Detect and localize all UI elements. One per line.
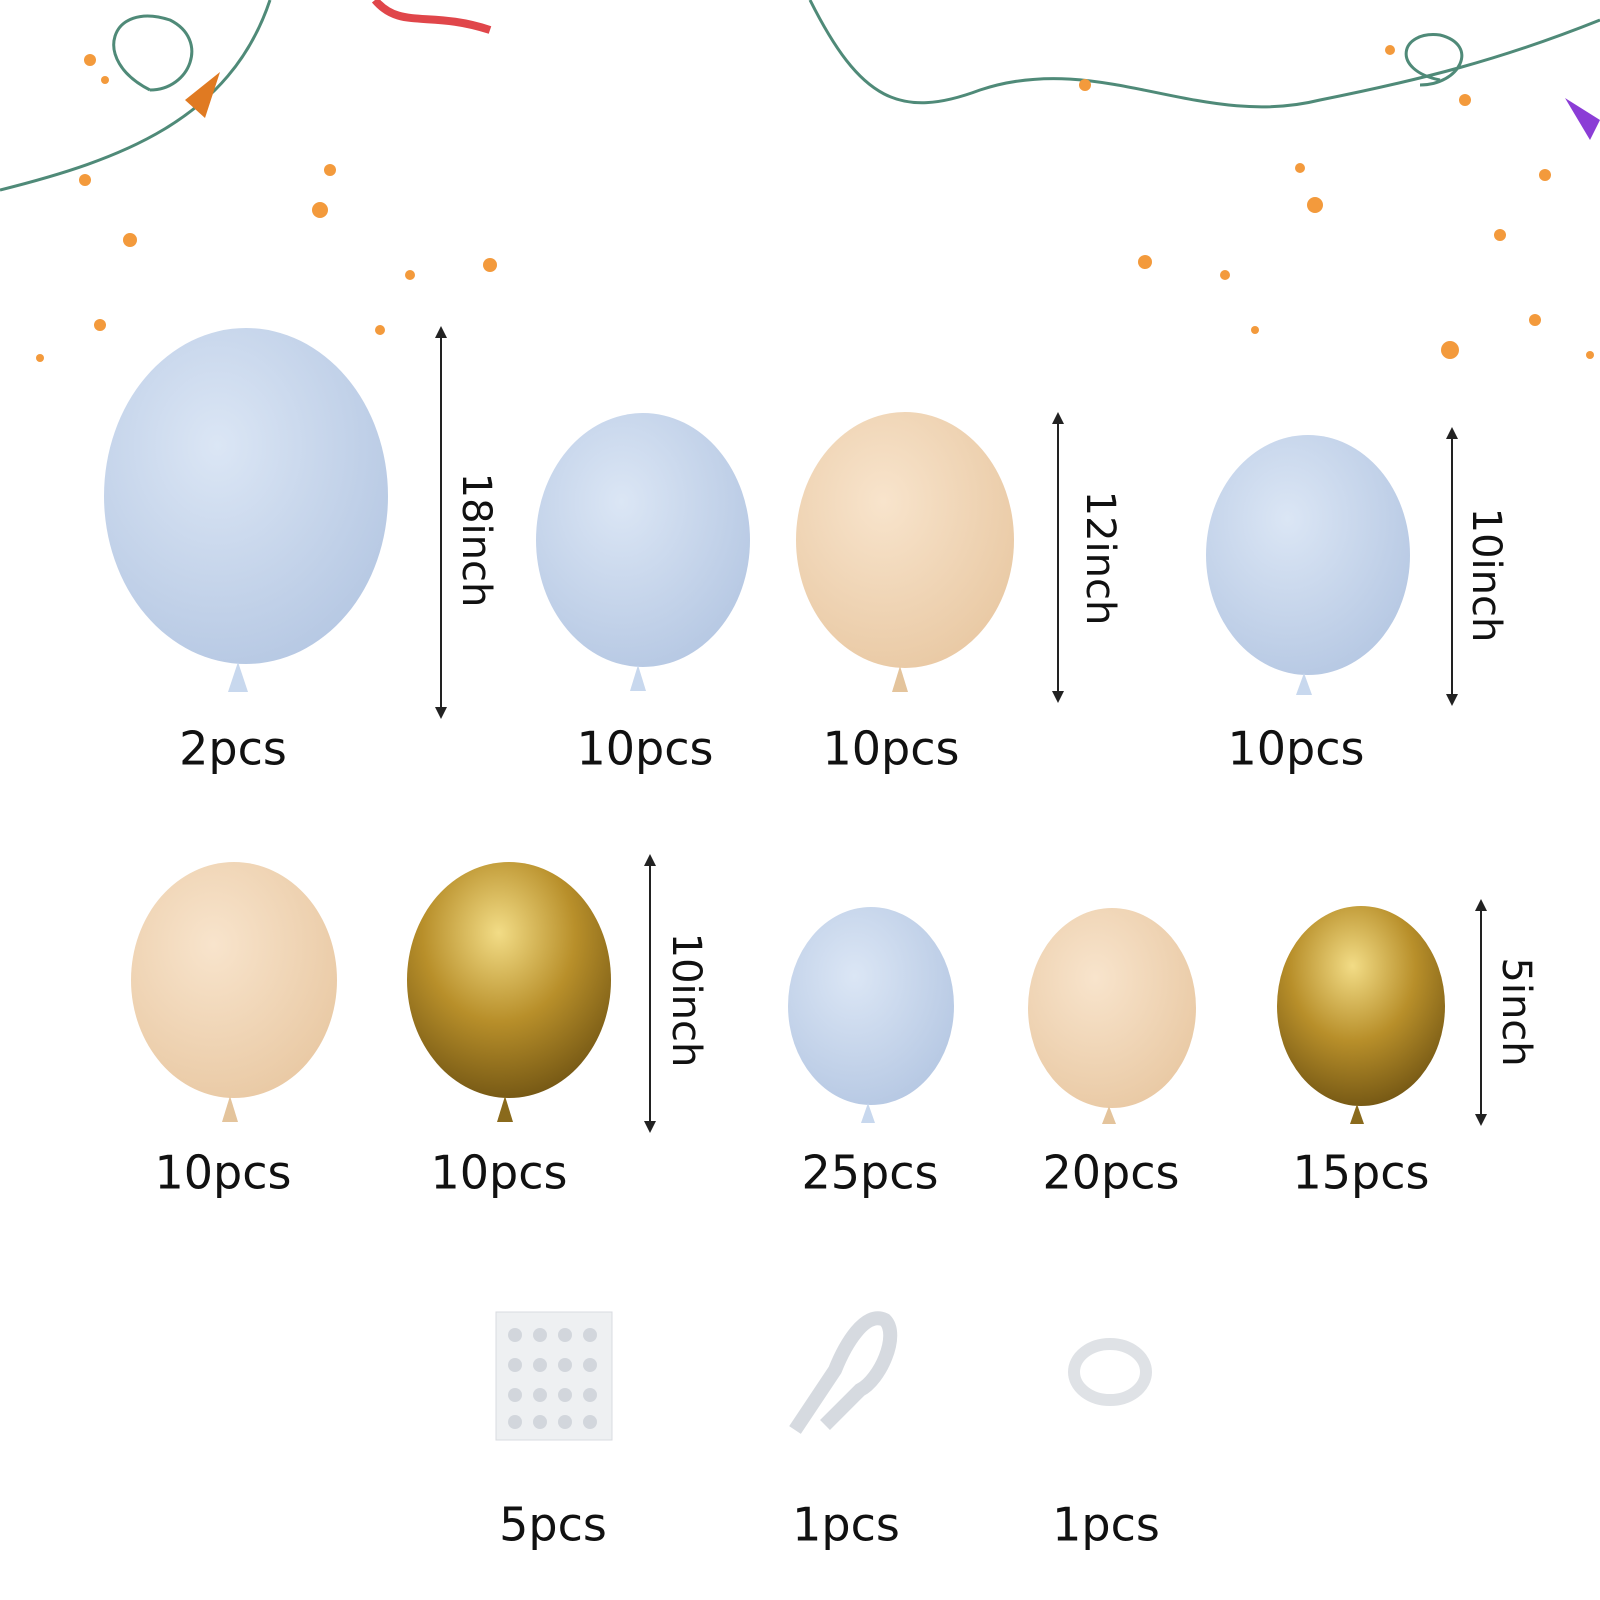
count-label: 25pcs (802, 1146, 939, 1200)
count-label: 10pcs (431, 1146, 568, 1200)
size-label: 10inch (1463, 508, 1509, 643)
balloons (104, 328, 1445, 1124)
count-label: 10pcs (1228, 722, 1365, 776)
count-label: 1pcs (1052, 1498, 1160, 1552)
size-label: 18inch (453, 473, 499, 608)
count-label: 15pcs (1293, 1146, 1430, 1200)
size-arrows (435, 326, 1487, 1133)
count-label: 10pcs (823, 722, 960, 776)
count-label: 10pcs (155, 1146, 292, 1200)
size-label: 10inch (663, 933, 709, 1068)
size-label: 5inch (1493, 957, 1539, 1066)
count-label: 2pcs (179, 722, 287, 776)
count-label: 20pcs (1043, 1146, 1180, 1200)
count-label: 10pcs (577, 722, 714, 776)
decoration (0, 0, 1600, 362)
accessories (495, 1311, 1152, 1441)
size-labels: 18inch 12inch 10inch 10inch 5inch (453, 473, 1539, 1068)
size-label: 12inch (1077, 491, 1123, 626)
count-label: 1pcs (792, 1498, 900, 1552)
count-label: 5pcs (499, 1498, 607, 1552)
count-labels: 2pcs 10pcs 10pcs 10pcs 10pcs 10pcs 25pcs… (155, 722, 1430, 1552)
